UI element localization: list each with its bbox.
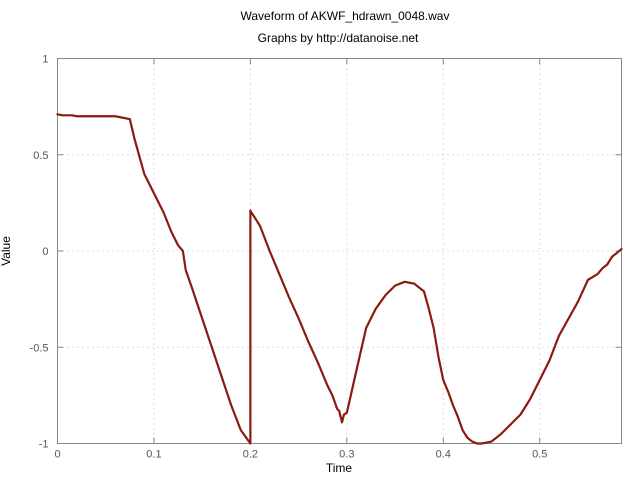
series-group xyxy=(56,113,623,445)
x-tick-label: 0.5 xyxy=(532,449,547,461)
y-axis-label: Value xyxy=(0,236,13,266)
y-tick-label: -0.5 xyxy=(30,342,49,354)
x-tick-label: 0 xyxy=(54,449,60,461)
y-tick-label: 0 xyxy=(42,246,48,258)
x-tick-label: 0.2 xyxy=(243,449,258,461)
x-tick-label: 0.3 xyxy=(339,449,354,461)
y-tick-label: 1 xyxy=(42,54,48,66)
y-tick-label: -1 xyxy=(39,439,49,451)
chart-subtitle: Graphs by http://datanoise.net xyxy=(258,31,419,45)
y-tick-label: 0.5 xyxy=(33,150,48,162)
x-axis-label: Time xyxy=(326,461,353,475)
x-tick-label: 0.1 xyxy=(146,449,161,461)
waveform-series-line xyxy=(56,113,623,445)
y-tick-labels: -1 -0.5 0 0.5 1 xyxy=(30,54,49,451)
x-tick-labels: 0 0.1 0.2 0.3 0.4 0.5 xyxy=(54,449,547,461)
axis-ticks xyxy=(57,58,622,444)
chart-title: Waveform of AKWF_hdrawn_0048.wav xyxy=(241,9,450,23)
x-tick-label: 0.4 xyxy=(436,449,451,461)
